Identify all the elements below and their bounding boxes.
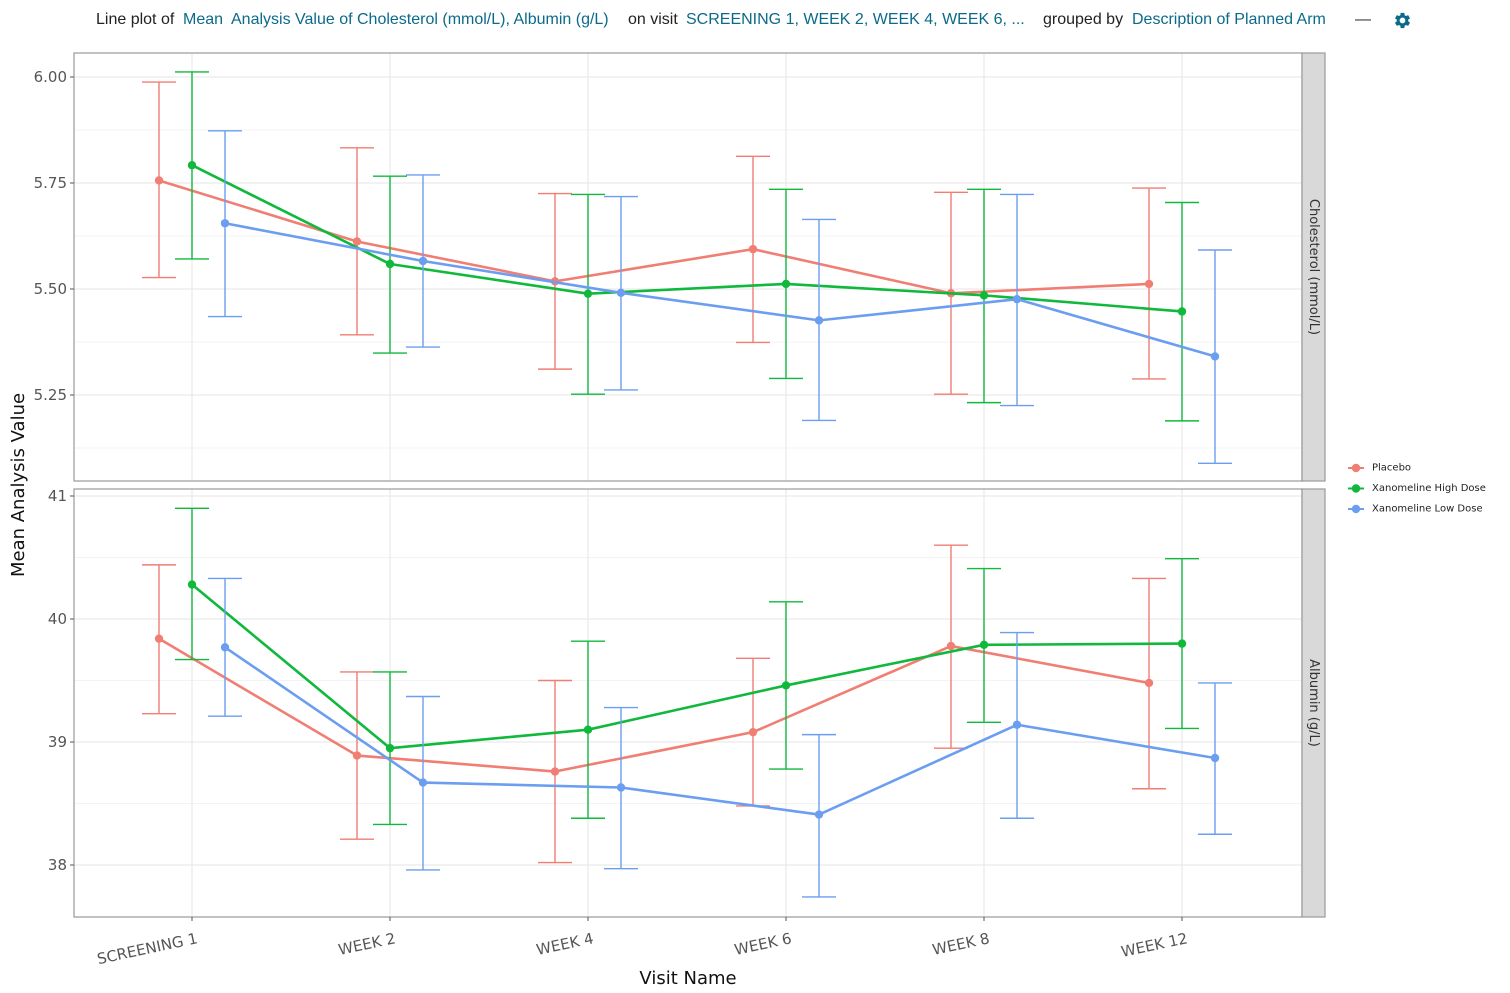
panel-2-ytick-label: 40	[48, 610, 67, 628]
xtick-label-week-8: WEEK 8	[931, 929, 991, 959]
panel-2-placebo-point-week-6	[748, 727, 758, 737]
panel-2-xanomeline-low-dose-point-week-4	[616, 783, 626, 792]
panel-2-xanomeline-high-dose-point-week-8	[979, 640, 989, 650]
panel-2-ytick-label: 41	[48, 487, 67, 505]
legend-key-point-placebo	[1351, 463, 1361, 473]
panel-2-xanomeline-high-dose-line	[191, 583, 1183, 750]
panel-2-placebo-point-week-2	[352, 751, 362, 760]
panel-2-ytick-label: 38	[48, 856, 67, 874]
group-link[interactable]: Description of Planned Arm	[1132, 11, 1326, 28]
panel-1-strip-label: Cholesterol (mmol/L)	[1306, 199, 1321, 335]
panel-2-placebo-point-week-12	[1144, 678, 1154, 688]
legend-label-placebo: Placebo	[1372, 463, 1411, 474]
x-axis-title: Visit Name	[639, 968, 736, 989]
panel-2-placebo-point-week-8	[946, 641, 956, 651]
panel-1-placebo-point-screening-1	[154, 176, 164, 185]
xtick-label-week-4: WEEK 4	[535, 929, 595, 959]
panel-2-strip	[1301, 488, 1326, 918]
panel-2-xanomeline-high-dose-point-screening-1	[187, 580, 197, 589]
header-prefix: Line plot of	[96, 11, 175, 28]
panel-2-xanomeline-low-dose-point-week-12	[1210, 753, 1220, 763]
panel-2-strip-label: Albumin (g/L)	[1306, 659, 1321, 747]
panel-1-ytick-label: 5.25	[34, 386, 67, 404]
panel-1-placebo-point-week-12	[1144, 279, 1154, 289]
panel-1-strip	[1301, 52, 1326, 482]
xtick-label-screening-1: SCREENING 1	[95, 929, 199, 968]
panel-1-xanomeline-low-dose-point-screening-1	[220, 219, 230, 228]
panel-2-xanomeline-low-dose-point-week-6	[814, 810, 824, 819]
panel-2-placebo-point-week-4	[550, 767, 560, 776]
xtick-label-week-2: WEEK 2	[337, 929, 397, 959]
legend-label-xanomeline-high-dose: Xanomeline High Dose	[1372, 483, 1486, 494]
panel-1-xanomeline-low-dose-point-week-4	[616, 288, 626, 298]
panel-1-xanomeline-low-dose-point-week-8	[1012, 294, 1022, 304]
header-dash: —	[1355, 11, 1371, 28]
visits-link[interactable]: SCREENING 1, WEEK 2, WEEK 4, WEEK 6, ...	[686, 11, 1025, 28]
panel-1-xanomeline-high-dose-point-week-4	[583, 289, 593, 298]
panel-1-placebo-line	[158, 179, 1150, 295]
panel-1-ytick-label: 5.50	[34, 280, 67, 298]
panel-1-xanomeline-high-dose-point-week-6	[781, 279, 791, 289]
legend-key-point-xanomeline-high-dose	[1351, 484, 1361, 493]
panel-1-xanomeline-low-dose-line	[224, 222, 1216, 358]
panel-1-ytick-label: 6.00	[34, 68, 67, 86]
panel-2-xanomeline-low-dose-point-screening-1	[220, 643, 230, 652]
panel-2-xanomeline-high-dose-point-week-6	[781, 681, 791, 690]
panel-1-xanomeline-low-dose-point-week-12	[1210, 352, 1220, 361]
y-axis-title: Mean Analysis Value	[8, 393, 29, 577]
legend-label-xanomeline-low-dose: Xanomeline Low Dose	[1372, 504, 1483, 515]
panel-2-border	[73, 488, 1303, 918]
panel-2-xanomeline-high-dose-point-week-2	[385, 743, 395, 753]
panel-2-xanomeline-high-dose-point-week-4	[583, 725, 593, 734]
panel-1-xanomeline-high-dose-point-week-2	[385, 259, 395, 269]
panel-1-placebo-point-week-6	[748, 244, 758, 254]
panel-1-xanomeline-low-dose-point-week-6	[814, 316, 824, 325]
panel-1-border	[73, 52, 1303, 482]
measure-link-params[interactable]: Analysis Value of Cholesterol (mmol/L), …	[231, 11, 609, 28]
header-on-visit: on visit	[628, 11, 678, 28]
panel-1-xanomeline-high-dose-point-week-8	[979, 291, 989, 300]
gear-icon[interactable]	[1393, 11, 1412, 30]
panel-2-xanomeline-low-dose-line	[224, 646, 1216, 816]
panel-2-placebo-point-screening-1	[154, 634, 164, 643]
panel-1-xanomeline-high-dose-point-screening-1	[187, 160, 197, 170]
plot-header: Line plot of Mean Analysis Value of Chol…	[0, 0, 1510, 42]
xtick-label-week-12: WEEK 12	[1119, 929, 1189, 961]
panel-1-xanomeline-high-dose-point-week-12	[1177, 307, 1187, 316]
panel-2-xanomeline-low-dose-point-week-2	[418, 778, 428, 787]
panel-1-xanomeline-low-dose-point-week-2	[418, 256, 428, 266]
panel-2-xanomeline-high-dose-point-week-12	[1177, 639, 1187, 648]
panel-1-ytick-label: 5.75	[34, 174, 67, 192]
measure-link-mean[interactable]: Mean	[183, 11, 224, 28]
panel-2-xanomeline-low-dose-point-week-8	[1012, 720, 1022, 729]
legend-key-point-xanomeline-low-dose	[1351, 504, 1361, 514]
panel-2-ytick-label: 39	[48, 733, 67, 751]
panel-1-placebo-point-week-2	[352, 237, 362, 246]
header-grouped-by: grouped by	[1043, 11, 1124, 28]
xtick-label-week-6: WEEK 6	[733, 929, 793, 959]
